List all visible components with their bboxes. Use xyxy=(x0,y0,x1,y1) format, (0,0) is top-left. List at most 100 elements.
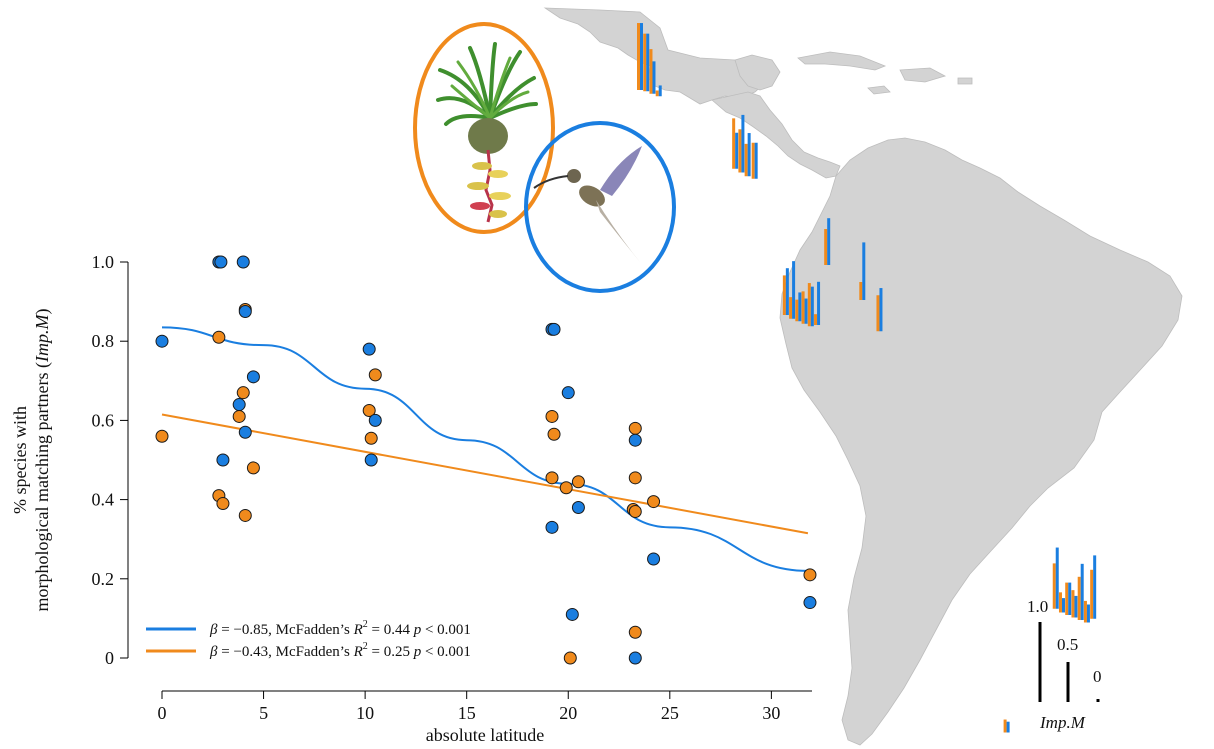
data-point-blue xyxy=(155,334,169,348)
data-point-orange xyxy=(545,471,559,485)
data-point-orange xyxy=(232,409,246,423)
map-bar-blue xyxy=(810,286,814,327)
x-tick-label: 25 xyxy=(661,703,679,723)
data-point-blue xyxy=(803,596,817,610)
map-bar-orange xyxy=(1003,719,1007,733)
map-landmass-yucatan xyxy=(734,54,781,91)
data-point-orange xyxy=(236,386,250,400)
map-bar-orange xyxy=(751,142,755,179)
y-axis-title-line1: % species with xyxy=(10,406,30,514)
map-bar-orange xyxy=(807,283,811,327)
data-point-blue xyxy=(628,433,642,447)
map-bar-orange xyxy=(859,282,863,300)
data-point-orange xyxy=(362,404,376,417)
map-landmass-central-america xyxy=(711,91,841,179)
map-bar-orange xyxy=(789,297,793,319)
map-bar-orange xyxy=(643,33,647,92)
data-point-orange xyxy=(246,461,260,475)
data-point-orange xyxy=(559,481,573,495)
x-tick-label: 0 xyxy=(158,703,167,723)
trend-line-blue xyxy=(161,326,808,572)
map-bar-orange xyxy=(1071,590,1075,618)
data-point-orange xyxy=(628,471,642,485)
map-bar-blue xyxy=(1055,547,1059,609)
y-axis-title-line2: morphological matching partners (Imp.M) xyxy=(32,309,53,612)
map-bar-blue xyxy=(798,292,802,322)
data-point-blue xyxy=(214,255,228,269)
data-point-orange xyxy=(571,475,585,489)
data-point-orange xyxy=(628,504,642,518)
hummingbird-ellipse xyxy=(524,121,676,293)
data-point-blue xyxy=(647,552,661,566)
x-tick-label: 10 xyxy=(356,703,374,723)
y-axis-title: % species with morphological matching pa… xyxy=(10,309,53,612)
map-bar-orange xyxy=(738,129,742,173)
map-bar-blue xyxy=(735,132,739,169)
map-bar-orange xyxy=(801,291,805,324)
trend-line-orange xyxy=(161,413,809,535)
map-bar-blue xyxy=(792,261,796,319)
map-bar-blue xyxy=(646,33,650,92)
map-bar-orange xyxy=(1052,563,1056,609)
scale-label-1-0: 1.0 xyxy=(1027,597,1048,616)
data-point-orange xyxy=(238,508,252,522)
map-bar-blue xyxy=(1093,555,1097,619)
plant-flowers-icon xyxy=(467,162,511,218)
hummingbird-icon xyxy=(533,146,642,262)
trend-lines xyxy=(161,326,809,572)
data-point-orange xyxy=(647,495,661,509)
data-point-orange xyxy=(155,429,169,443)
data-point-blue xyxy=(547,322,561,336)
data-point-blue xyxy=(364,453,378,467)
map-bar-blue xyxy=(827,218,831,265)
data-point-orange xyxy=(563,651,577,665)
map-bar-orange xyxy=(655,90,659,97)
data-point-blue xyxy=(571,501,585,515)
y-tick-label: 0.4 xyxy=(92,490,115,510)
map-bar-orange xyxy=(649,49,653,94)
scale-label-0-5: 0.5 xyxy=(1057,635,1078,654)
y-tick-label: 0.2 xyxy=(92,569,115,589)
map-bar-blue xyxy=(754,142,758,179)
map-bar-blue xyxy=(640,23,643,90)
scale-title: Imp.M xyxy=(1039,713,1086,732)
data-point-blue xyxy=(216,453,230,467)
x-axis-title: absolute latitude xyxy=(426,725,544,745)
data-point-orange xyxy=(368,368,382,382)
data-point-blue xyxy=(232,398,246,412)
map-bar-blue xyxy=(658,85,662,97)
y-tick-label: 0.8 xyxy=(92,331,115,351)
data-point-blue xyxy=(628,651,642,665)
map-bar-blue xyxy=(1080,563,1084,620)
map-bar-blue xyxy=(879,288,883,332)
map-bar-blue xyxy=(804,298,808,324)
y-tick-label: 0 xyxy=(105,648,114,668)
map-bar-blue xyxy=(741,114,745,173)
x-tick-label: 15 xyxy=(458,703,476,723)
data-point-blue xyxy=(368,413,382,427)
map-bar-blue xyxy=(1061,598,1065,613)
legend-entry-blue: β = −0.85, McFadden’s R2 = 0.44 p < 0.00… xyxy=(209,619,471,638)
map-scale-legend: 1.0 0.5 0 Imp.M xyxy=(1027,597,1102,732)
map-landmass-puerto-rico xyxy=(957,77,973,85)
data-point-blue xyxy=(238,425,252,439)
scatter-plot: 0 0.2 0.4 0.6 0.8 1.0 0 5 10 15 20 25 30 absolute l… xyxy=(10,252,817,745)
map-bar-blue xyxy=(817,281,821,325)
data-point-orange xyxy=(364,431,378,445)
data-point-orange xyxy=(216,497,230,511)
data-point-blue xyxy=(236,255,250,269)
y-tick-label: 1.0 xyxy=(92,252,115,272)
plant-ellipse xyxy=(413,22,555,234)
x-tick-label: 5 xyxy=(259,703,268,723)
map-bar-orange xyxy=(1058,592,1062,613)
y-ticks: 0 0.2 0.4 0.6 0.8 1.0 xyxy=(92,252,128,668)
map-bar-orange xyxy=(824,229,828,265)
legend: β = −0.85, McFadden’s R2 = 0.44 p < 0.00… xyxy=(146,619,471,660)
map-landmass-south-america xyxy=(779,137,1183,746)
data-point-orange xyxy=(628,421,642,435)
map-landmass-hispaniola xyxy=(899,67,947,83)
map-bar-blue xyxy=(785,268,789,315)
map-landmass-jamaica xyxy=(867,85,891,95)
data-points xyxy=(155,255,817,665)
legend-entry-orange: β = −0.43, McFadden’s R2 = 0.25 p < 0.00… xyxy=(209,641,471,660)
